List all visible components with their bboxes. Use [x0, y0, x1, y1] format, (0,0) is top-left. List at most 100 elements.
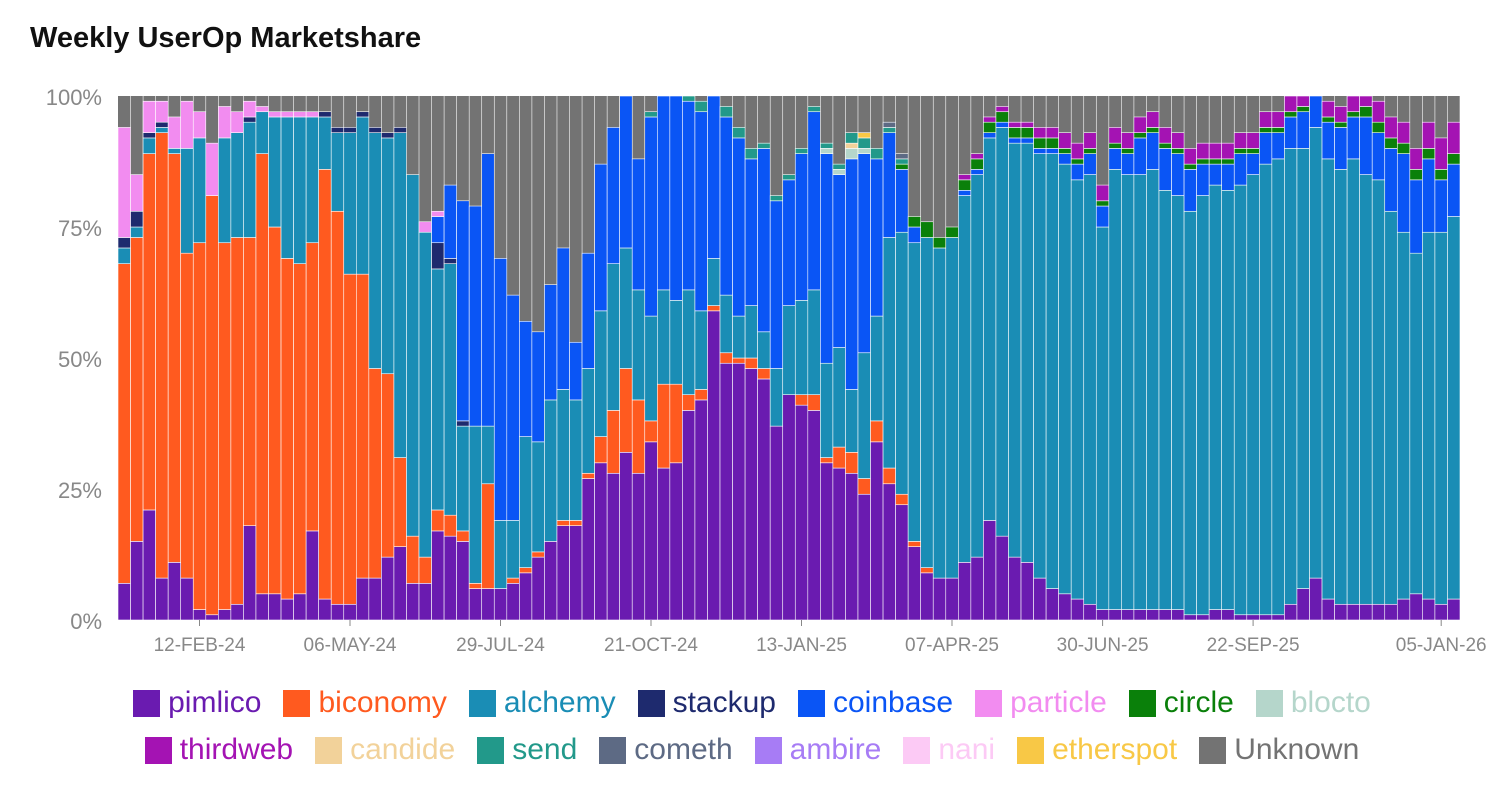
bar-week-20[interactable]	[368, 96, 382, 621]
bar-week-75[interactable]	[1058, 96, 1072, 621]
bar-week-2[interactable]	[142, 96, 156, 621]
legend-item-cometh[interactable]: cometh	[599, 733, 733, 767]
bar-week-54[interactable]	[794, 96, 809, 621]
bar-week-46[interactable]	[694, 96, 708, 621]
bar-week-4[interactable]	[167, 96, 182, 621]
bar-week-17[interactable]	[330, 96, 345, 621]
bar-week-18[interactable]	[343, 96, 357, 621]
bar-week-103[interactable]	[1409, 96, 1423, 621]
bar-week-106[interactable]	[1447, 96, 1461, 621]
bar-week-97[interactable]	[1334, 96, 1348, 621]
bar-week-35[interactable]	[556, 96, 570, 621]
bar-week-7[interactable]	[205, 96, 219, 621]
legend-item-coinbase[interactable]: coinbase	[797, 686, 953, 720]
legend-item-stackup[interactable]: stackup	[637, 686, 776, 720]
bar-week-83[interactable]	[1158, 96, 1172, 621]
bar-week-96[interactable]	[1321, 96, 1335, 621]
bar-week-53[interactable]	[782, 96, 796, 621]
bar-week-31[interactable]	[506, 96, 520, 621]
bar-week-74[interactable]	[1045, 96, 1059, 621]
bar-week-99[interactable]	[1359, 95, 1373, 621]
legend-item-blocto[interactable]: blocto	[1255, 686, 1371, 720]
bar-week-3[interactable]	[155, 96, 169, 621]
bar-week-21[interactable]	[381, 96, 395, 621]
bar-week-48[interactable]	[719, 96, 733, 621]
bar-week-89[interactable]	[1233, 96, 1248, 621]
bar-week-94[interactable]	[1296, 95, 1310, 621]
bar-week-14[interactable]	[293, 96, 307, 621]
legend-item-nani[interactable]: nani	[903, 733, 995, 767]
legend-item-etherspot[interactable]: etherspot	[1017, 733, 1177, 767]
bar-week-56[interactable]	[820, 96, 834, 621]
bar-week-93[interactable]	[1284, 95, 1298, 621]
bar-week-43[interactable]	[657, 95, 671, 621]
bar-week-80[interactable]	[1121, 96, 1135, 621]
bar-week-29[interactable]	[481, 96, 495, 621]
bar-week-33[interactable]	[531, 96, 545, 621]
bar-week-60[interactable]	[870, 96, 884, 621]
bar-week-57[interactable]	[832, 96, 846, 621]
bar-week-0[interactable]	[117, 96, 131, 621]
bar-week-11[interactable]	[255, 96, 269, 621]
bar-week-26[interactable]	[443, 96, 457, 621]
bar-week-16[interactable]	[318, 96, 332, 621]
bar-week-68[interactable]	[970, 96, 984, 621]
bar-week-13[interactable]	[280, 96, 294, 621]
bar-week-81[interactable]	[1133, 96, 1147, 621]
bar-week-88[interactable]	[1221, 96, 1235, 621]
legend-item-unknown[interactable]: Unknown	[1199, 733, 1359, 767]
bar-week-86[interactable]	[1196, 96, 1210, 621]
bar-week-100[interactable]	[1371, 96, 1386, 621]
bar-week-79[interactable]	[1108, 96, 1122, 621]
bar-week-55[interactable]	[807, 96, 821, 621]
bar-week-9[interactable]	[230, 96, 244, 621]
bar-week-39[interactable]	[606, 96, 620, 621]
bar-week-24[interactable]	[418, 96, 432, 621]
bar-week-25[interactable]	[431, 96, 445, 621]
bar-week-36[interactable]	[569, 96, 583, 621]
legend-item-thirdweb[interactable]: thirdweb	[144, 733, 293, 767]
bar-week-101[interactable]	[1384, 96, 1398, 621]
bar-week-8[interactable]	[218, 96, 232, 621]
bar-week-52[interactable]	[769, 96, 784, 621]
bar-week-40[interactable]	[619, 95, 633, 621]
bar-week-47[interactable]	[707, 95, 721, 621]
legend-item-pimlico[interactable]: pimlico	[133, 686, 261, 720]
bar-week-87[interactable]	[1208, 96, 1223, 621]
bar-week-71[interactable]	[1008, 96, 1022, 621]
bar-week-105[interactable]	[1434, 96, 1448, 621]
bar-week-12[interactable]	[268, 96, 282, 621]
bar-week-37[interactable]	[581, 96, 595, 621]
bar-week-19[interactable]	[355, 96, 370, 621]
bar-week-49[interactable]	[732, 96, 746, 621]
bar-week-23[interactable]	[406, 96, 420, 621]
legend-item-send[interactable]: send	[477, 733, 577, 767]
bar-week-98[interactable]	[1346, 95, 1360, 621]
bar-week-41[interactable]	[631, 96, 646, 621]
bar-week-90[interactable]	[1246, 96, 1260, 621]
bar-week-72[interactable]	[1020, 96, 1034, 621]
bar-week-30[interactable]	[493, 96, 508, 621]
bar-week-84[interactable]	[1171, 96, 1185, 621]
bar-week-27[interactable]	[456, 96, 470, 621]
legend-item-circle[interactable]: circle	[1128, 686, 1234, 720]
bar-week-76[interactable]	[1070, 96, 1085, 621]
bar-week-95[interactable]	[1309, 95, 1323, 621]
bar-week-50[interactable]	[744, 96, 758, 621]
legend-item-biconomy[interactable]: biconomy	[283, 686, 447, 720]
bar-week-67[interactable]	[958, 96, 972, 621]
legend-item-particle[interactable]: particle	[975, 686, 1107, 720]
bar-week-82[interactable]	[1146, 96, 1160, 621]
legend-item-candide[interactable]: candide	[315, 733, 455, 767]
bar-week-38[interactable]	[594, 96, 608, 621]
bar-week-34[interactable]	[544, 96, 558, 621]
legend-item-alchemy[interactable]: alchemy	[468, 686, 616, 720]
bar-week-70[interactable]	[995, 96, 1009, 621]
bar-week-45[interactable]	[682, 95, 696, 621]
bar-week-58[interactable]	[845, 96, 859, 621]
bar-week-104[interactable]	[1422, 96, 1436, 621]
bar-week-10[interactable]	[243, 96, 257, 621]
bar-week-22[interactable]	[393, 96, 407, 621]
bar-week-66[interactable]	[945, 96, 959, 621]
bar-week-61[interactable]	[882, 96, 896, 621]
